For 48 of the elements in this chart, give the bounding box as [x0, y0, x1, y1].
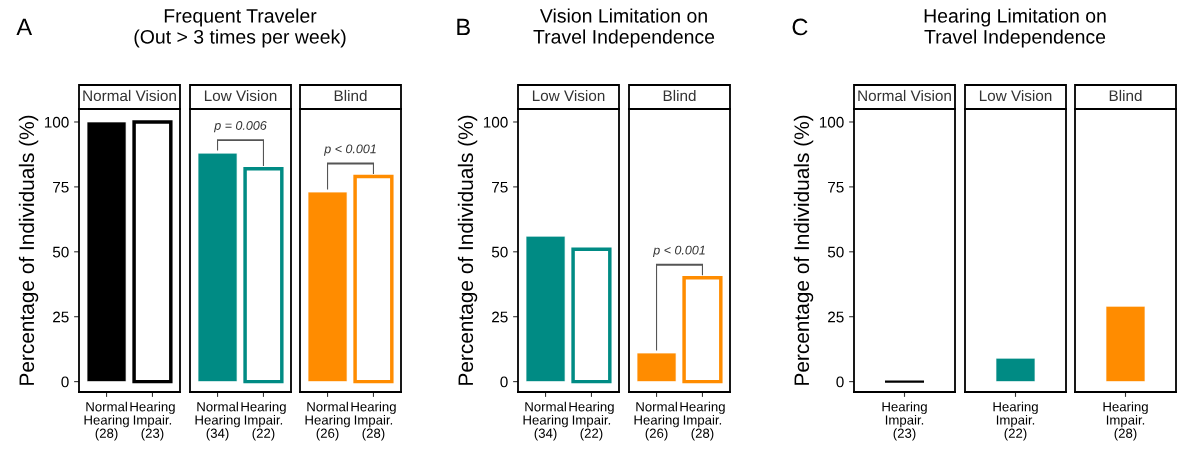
y-tick-label: 100 [44, 116, 69, 128]
y-axis-title: Percentage of Individuals (%) [793, 115, 814, 385]
chart-subtitle: Normal Vision [83, 89, 176, 102]
y-tick-label: 100 [819, 116, 844, 128]
x-tick-label: Hearing Impair. (28) [680, 401, 725, 441]
chart-title: Vision Limitation on Travel Independence [533, 8, 715, 48]
x-tick-label: Hearing Impair. (28) [351, 401, 396, 441]
y-axis-title: Percentage of Individuals (%) [18, 115, 39, 385]
y-tick-label: 50 [827, 246, 844, 258]
x-tick-label: Hearing Impair. (23) [130, 401, 175, 441]
text: C [792, 18, 808, 36]
chart-subtitle: Blind [334, 89, 367, 102]
y-tick-label: 75 [492, 181, 508, 193]
chart-subtitle: Normal Vision [858, 89, 951, 102]
y-tick-label: 75 [828, 181, 844, 193]
x-tick-label: Normal Hearing (34) [523, 401, 568, 441]
x-tick-label: Hearing Impair. (22) [569, 401, 614, 441]
x-tick-label: Normal Hearing (34) [195, 401, 240, 441]
chart-subtitle: Low Vision [532, 89, 605, 102]
x-tick-label: Hearing Impair. (22) [993, 401, 1038, 441]
y-tick-label: 50 [491, 246, 508, 258]
annotation: p < 0.001 [323, 144, 376, 156]
y-tick-label: 25 [492, 311, 508, 323]
text: A [16, 18, 33, 36]
y-tick-label: 25 [53, 311, 69, 323]
annotation: p < 0.001 [652, 245, 705, 257]
annotation: p = 0.006 [213, 121, 267, 133]
chart-subtitle: Blind [663, 89, 696, 102]
y-tick-label: 0 [500, 376, 508, 388]
chart-subtitle: Blind [1109, 89, 1142, 102]
y-tick-label: 100 [483, 116, 508, 128]
text: Hearing Limitation on Travel Independence [924, 8, 1106, 48]
y-axis-title: Percentage of Individuals (%) [457, 115, 478, 385]
y-tick-label: 0 [836, 376, 844, 388]
y-tick-label: 50 [52, 246, 69, 258]
text: B [457, 18, 470, 36]
chart-subtitle: Low Vision [204, 89, 277, 102]
x-tick-label: Hearing Impair. (28) [1103, 401, 1148, 441]
x-tick-label: Hearing Impair. (22) [241, 401, 286, 441]
text: Frequent Traveler (Out > 3 times per week) [134, 8, 346, 48]
x-tick-label: Hearing Impair. (23) [882, 401, 927, 441]
y-tick-label: 25 [828, 311, 844, 323]
x-tick-label: Normal Hearing (28) [84, 401, 129, 441]
y-tick-label: 0 [61, 376, 69, 388]
x-tick-label: Normal Hearing (26) [305, 401, 350, 441]
x-tick-label: Normal Hearing (26) [634, 401, 679, 441]
y-tick-label: 75 [53, 181, 69, 193]
chart-subtitle: Low Vision [979, 89, 1052, 102]
